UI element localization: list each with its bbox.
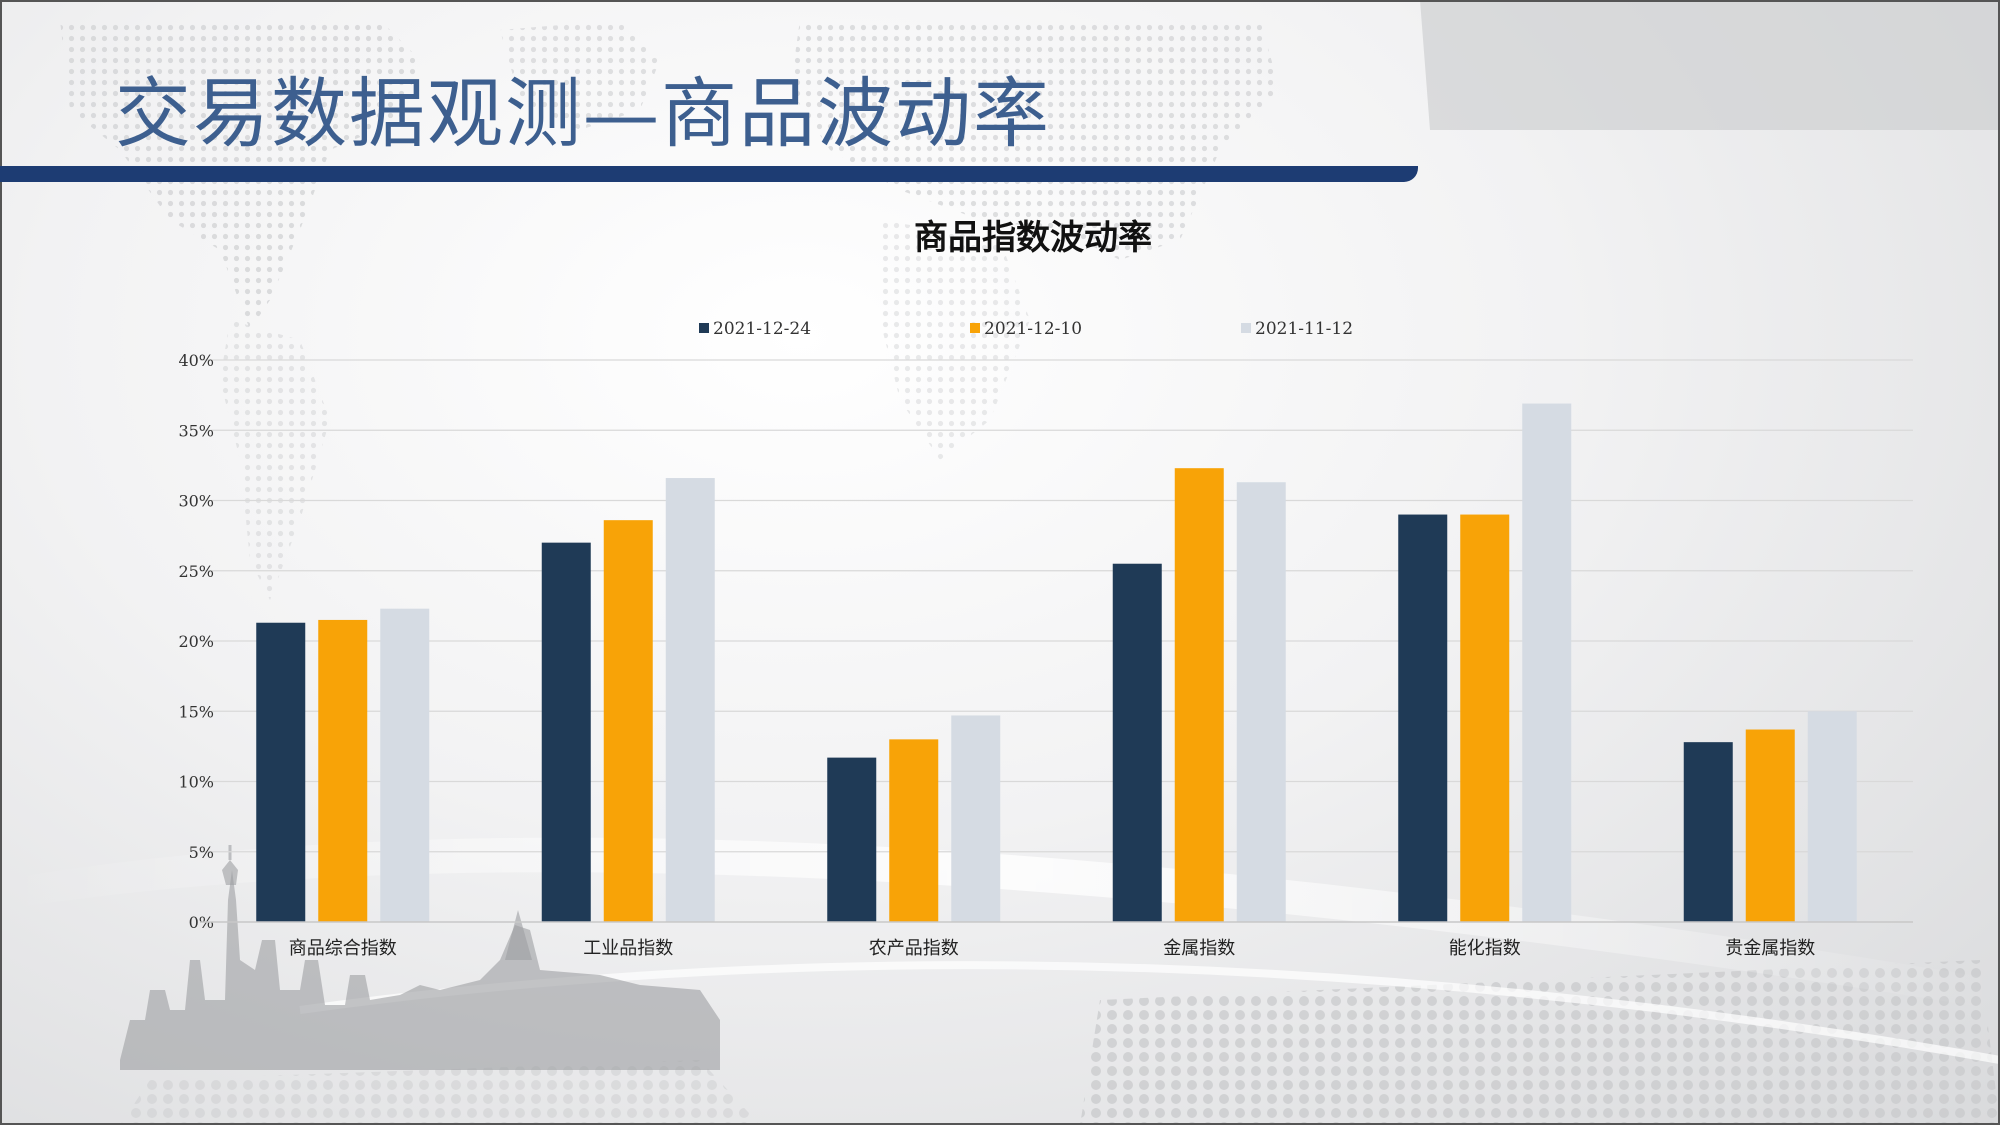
legend-swatch	[970, 323, 980, 333]
bar	[318, 619, 368, 922]
x-category-label: 贵金属指数	[1725, 938, 1815, 959]
bar	[1112, 563, 1162, 922]
bar	[541, 542, 591, 922]
x-category-label: 能化指数	[1449, 938, 1521, 959]
bar	[1745, 729, 1795, 922]
legend-swatch	[1241, 323, 1251, 333]
bar	[380, 608, 430, 922]
bar	[1398, 514, 1448, 922]
bar	[889, 739, 939, 922]
chart-title: 商品指数波动率	[914, 218, 1152, 258]
x-category-label: 商品综合指数	[289, 938, 397, 959]
slide-title: 交易数据观测—商品波动率	[115, 69, 1051, 158]
bar	[951, 715, 1001, 922]
bar	[1683, 742, 1733, 922]
y-tick-label: 5%	[189, 843, 214, 862]
bar	[827, 757, 877, 922]
y-tick-label: 15%	[178, 702, 214, 721]
title-underline-bar	[0, 166, 1418, 182]
y-tick-label: 25%	[178, 562, 214, 581]
y-tick-label: 35%	[178, 421, 214, 440]
y-axis-tick-labels: 0%5%10%15%20%25%30%35%40%	[178, 351, 214, 932]
legend: 2021-12-24 2021-12-10 2021-11-12	[699, 319, 1353, 339]
bar	[1174, 468, 1224, 922]
legend-label: 2021-11-12	[1255, 319, 1353, 339]
legend-label: 2021-12-24	[713, 319, 811, 339]
x-category-label: 农产品指数	[869, 938, 959, 959]
legend-swatch	[699, 323, 709, 333]
bar	[1807, 711, 1857, 922]
bar	[1460, 514, 1510, 922]
bar	[256, 622, 306, 922]
y-tick-label: 40%	[178, 351, 214, 370]
x-category-label: 金属指数	[1163, 938, 1235, 959]
legend-label: 2021-12-10	[984, 319, 1082, 339]
y-tick-label: 30%	[178, 492, 214, 511]
x-category-label: 工业品指数	[583, 938, 673, 959]
bar	[665, 478, 715, 922]
x-axis-category-labels: 商品综合指数 工业品指数 农产品指数 金属指数 能化指数 贵金属指数	[289, 938, 1816, 959]
gridlines	[200, 359, 1913, 853]
y-tick-label: 10%	[178, 773, 214, 792]
bars	[256, 403, 1857, 922]
bar	[603, 520, 653, 922]
bar	[1236, 482, 1286, 922]
bar	[1522, 403, 1572, 922]
y-tick-label: 20%	[178, 632, 214, 651]
